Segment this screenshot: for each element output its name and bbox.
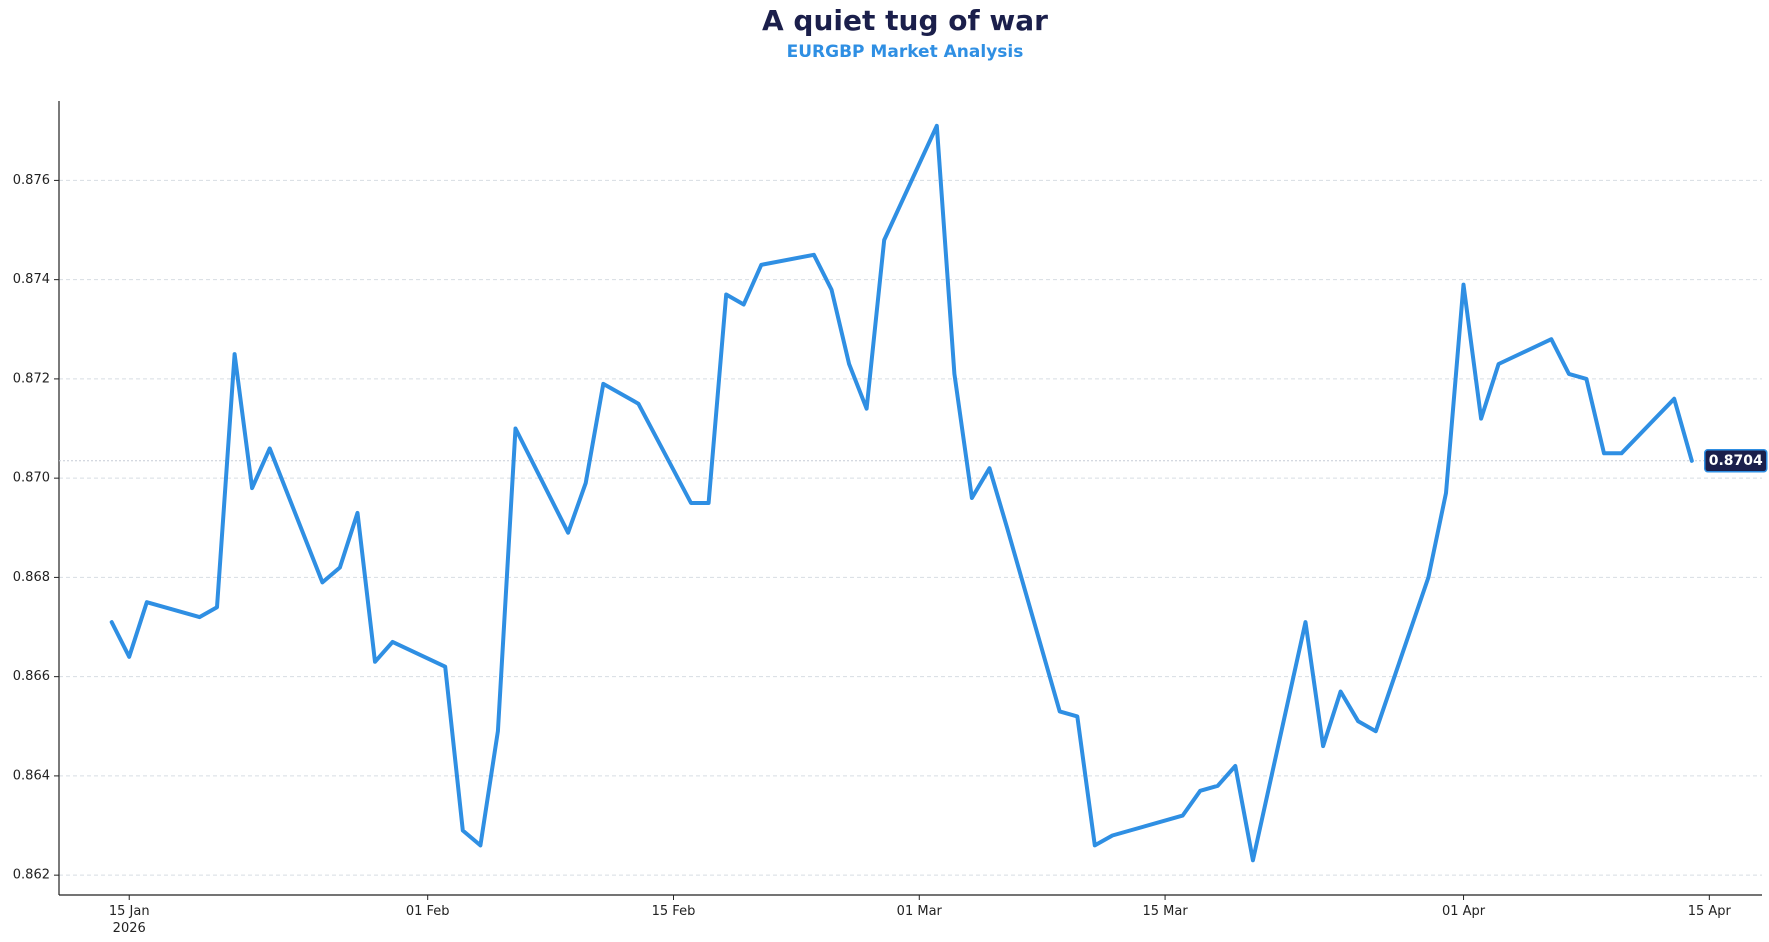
- data-point: [496, 729, 500, 733]
- x-tick-label: 15 Feb: [652, 904, 696, 919]
- chart-subtitle: EURGBP Market Analysis: [786, 42, 1024, 62]
- y-tick-label: 0.862: [13, 868, 50, 883]
- data-point: [636, 402, 640, 406]
- data-point: [373, 660, 377, 664]
- data-point: [847, 362, 851, 366]
- data-point: [987, 466, 992, 470]
- x-tick-label: 15 Apr: [1688, 904, 1732, 919]
- data-point: [1093, 843, 1097, 847]
- data-point: [355, 511, 360, 515]
- data-point: [1690, 459, 1694, 463]
- data-point: [935, 124, 939, 128]
- data-point: [759, 263, 763, 267]
- x-tick-label: 01 Mar: [897, 904, 943, 919]
- data-point: [1549, 337, 1553, 341]
- data-point: [970, 496, 974, 500]
- chart-title: A quiet tug of war: [762, 4, 1048, 37]
- x-tick-label: 01 Feb: [406, 904, 450, 919]
- data-point: [812, 253, 816, 257]
- data-point: [127, 655, 131, 659]
- data-point: [461, 828, 465, 833]
- data-point: [250, 486, 254, 490]
- data-point: [1619, 451, 1624, 455]
- grid-layer: [59, 179, 1762, 876]
- data-point: [566, 531, 570, 535]
- data-point: [1584, 377, 1589, 381]
- data-point: [1110, 833, 1115, 838]
- data-point: [865, 407, 869, 411]
- y-ticks: 0.862 0.864 0.866 0.868 0.870 0.872 0.874 0.876: [13, 173, 59, 883]
- data-point: [1479, 417, 1483, 421]
- data-point: [1444, 491, 1448, 495]
- x-tick-label: 01 Apr: [1442, 904, 1486, 919]
- data-point: [1233, 764, 1237, 768]
- x-tick-sublabel: 2026: [113, 921, 146, 936]
- data-point: [1339, 689, 1343, 694]
- data-point: [706, 501, 711, 505]
- y-tick-label: 0.870: [13, 471, 50, 486]
- x-ticks: 15 Jan 2026 01 Feb 15 Feb 01 Mar 15 Mar 01 Apr…: [109, 895, 1732, 936]
- y-tick-label: 0.866: [13, 669, 50, 684]
- data-point: [1426, 575, 1431, 580]
- data-point: [443, 665, 447, 669]
- last-value-badge-box: [1704, 449, 1768, 473]
- data-point: [1374, 729, 1378, 733]
- data-point: [110, 620, 114, 624]
- last-value-badge: 0.8704: [1704, 449, 1768, 473]
- data-point: [268, 446, 272, 450]
- data-point: [320, 580, 324, 584]
- x-tick-label: 15 Mar: [1142, 904, 1188, 919]
- series-points: [110, 124, 1694, 862]
- data-point: [724, 292, 728, 297]
- data-point: [478, 843, 482, 847]
- last-value-label: 0.8704: [1709, 453, 1763, 469]
- series-line: [109, 123, 1694, 863]
- data-point: [1058, 709, 1062, 713]
- data-point: [619, 392, 623, 396]
- data-point: [952, 372, 956, 376]
- y-tick-label: 0.872: [13, 371, 50, 386]
- data-point: [232, 352, 237, 356]
- y-tick-label: 0.864: [13, 768, 50, 783]
- y-tick-label: 0.876: [13, 173, 50, 188]
- data-point: [1075, 714, 1079, 718]
- data-point: [601, 382, 605, 386]
- data-point: [1181, 814, 1185, 818]
- y-tick-label: 0.868: [13, 570, 50, 585]
- data-point: [1567, 372, 1571, 376]
- data-point: [1672, 397, 1676, 401]
- data-point: [513, 426, 518, 431]
- x-tick-label: 15 Jan: [109, 904, 150, 919]
- data-point: [390, 640, 395, 644]
- data-point: [1198, 789, 1202, 793]
- axis-layer: [58, 101, 1762, 896]
- data-point: [1216, 784, 1220, 788]
- data-point: [1128, 828, 1132, 833]
- data-point: [215, 605, 219, 609]
- data-point: [1321, 744, 1325, 748]
- data-point: [1303, 620, 1308, 624]
- data-point: [338, 565, 342, 570]
- data-point: [1602, 451, 1606, 455]
- data-point: [1497, 362, 1501, 366]
- data-point: [1356, 719, 1360, 723]
- data-point: [145, 600, 149, 604]
- data-point: [689, 501, 693, 505]
- data-point: [829, 287, 834, 292]
- data-point: [1461, 283, 1466, 287]
- data-point: [742, 302, 746, 307]
- data-point: [1251, 858, 1255, 862]
- data-point: [1005, 526, 1009, 530]
- data-point: [197, 615, 202, 619]
- data-point: [584, 481, 588, 485]
- y-tick-label: 0.874: [13, 272, 50, 287]
- data-point: [882, 238, 886, 242]
